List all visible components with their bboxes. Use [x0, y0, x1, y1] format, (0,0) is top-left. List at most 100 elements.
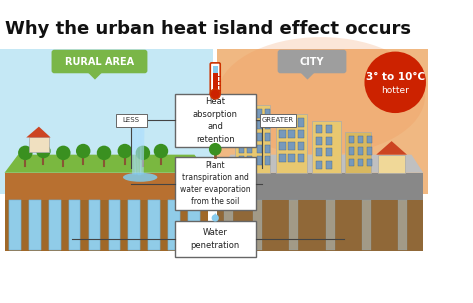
FancyBboxPatch shape: [289, 200, 298, 250]
FancyBboxPatch shape: [49, 200, 61, 250]
FancyBboxPatch shape: [5, 173, 208, 200]
Text: CITY: CITY: [300, 57, 324, 67]
FancyBboxPatch shape: [312, 121, 341, 173]
FancyBboxPatch shape: [235, 105, 270, 173]
Polygon shape: [26, 127, 51, 138]
FancyBboxPatch shape: [253, 200, 262, 250]
Circle shape: [210, 89, 220, 99]
FancyBboxPatch shape: [349, 159, 354, 166]
FancyBboxPatch shape: [217, 173, 423, 200]
Circle shape: [56, 146, 70, 160]
FancyBboxPatch shape: [239, 133, 244, 141]
FancyBboxPatch shape: [5, 200, 208, 251]
Circle shape: [76, 144, 90, 158]
FancyBboxPatch shape: [315, 148, 322, 156]
Polygon shape: [86, 71, 104, 80]
FancyBboxPatch shape: [247, 121, 252, 129]
FancyBboxPatch shape: [69, 200, 80, 250]
FancyBboxPatch shape: [168, 200, 180, 250]
FancyBboxPatch shape: [257, 109, 262, 118]
FancyBboxPatch shape: [257, 156, 262, 165]
FancyBboxPatch shape: [52, 50, 148, 73]
FancyBboxPatch shape: [265, 145, 271, 153]
FancyBboxPatch shape: [358, 148, 363, 155]
FancyBboxPatch shape: [0, 49, 212, 194]
FancyBboxPatch shape: [325, 125, 332, 133]
Text: Water
penetration: Water penetration: [191, 228, 240, 250]
FancyBboxPatch shape: [349, 148, 354, 155]
FancyBboxPatch shape: [108, 200, 120, 250]
Polygon shape: [5, 155, 208, 173]
Ellipse shape: [217, 37, 425, 155]
FancyBboxPatch shape: [257, 133, 262, 141]
FancyBboxPatch shape: [298, 154, 304, 162]
Ellipse shape: [123, 173, 158, 182]
FancyBboxPatch shape: [367, 148, 372, 155]
FancyBboxPatch shape: [289, 130, 295, 138]
FancyBboxPatch shape: [108, 200, 120, 250]
FancyBboxPatch shape: [69, 200, 80, 250]
FancyBboxPatch shape: [260, 114, 296, 127]
FancyBboxPatch shape: [298, 118, 304, 127]
FancyBboxPatch shape: [278, 50, 346, 73]
FancyBboxPatch shape: [325, 161, 332, 169]
FancyBboxPatch shape: [116, 114, 147, 127]
FancyBboxPatch shape: [247, 145, 252, 153]
FancyBboxPatch shape: [280, 118, 286, 127]
FancyBboxPatch shape: [367, 159, 372, 166]
FancyBboxPatch shape: [280, 154, 286, 162]
FancyBboxPatch shape: [88, 200, 100, 250]
FancyBboxPatch shape: [378, 155, 405, 173]
Text: Why the urban heat island effect occurs: Why the urban heat island effect occurs: [5, 20, 412, 38]
FancyBboxPatch shape: [398, 200, 407, 250]
FancyBboxPatch shape: [217, 200, 423, 251]
Text: Heat
absorption
and
retention: Heat absorption and retention: [193, 97, 238, 144]
Polygon shape: [298, 71, 316, 80]
FancyBboxPatch shape: [168, 200, 180, 250]
FancyBboxPatch shape: [9, 200, 21, 250]
FancyBboxPatch shape: [29, 138, 49, 152]
Polygon shape: [376, 141, 407, 155]
Circle shape: [18, 146, 33, 160]
FancyBboxPatch shape: [175, 94, 256, 147]
FancyBboxPatch shape: [315, 137, 322, 145]
Text: RURAL AREA: RURAL AREA: [65, 57, 134, 67]
FancyBboxPatch shape: [188, 200, 200, 250]
FancyBboxPatch shape: [358, 136, 363, 143]
Polygon shape: [211, 214, 219, 221]
Text: LESS: LESS: [123, 117, 140, 123]
Circle shape: [154, 144, 168, 158]
FancyBboxPatch shape: [129, 200, 140, 250]
Circle shape: [365, 52, 426, 113]
Text: Plant
transpiration and
water evaporation
from the soil: Plant transpiration and water evaporatio…: [180, 161, 251, 206]
Text: hotter: hotter: [381, 86, 409, 95]
FancyBboxPatch shape: [88, 200, 100, 250]
FancyBboxPatch shape: [325, 148, 332, 156]
FancyBboxPatch shape: [280, 130, 286, 138]
Polygon shape: [213, 212, 217, 218]
FancyBboxPatch shape: [129, 200, 140, 250]
Circle shape: [118, 144, 132, 158]
Text: 3° to 10°C: 3° to 10°C: [366, 72, 425, 82]
FancyBboxPatch shape: [239, 145, 244, 153]
FancyBboxPatch shape: [247, 156, 252, 165]
FancyBboxPatch shape: [276, 114, 307, 173]
FancyBboxPatch shape: [239, 156, 244, 165]
FancyBboxPatch shape: [239, 121, 244, 129]
Circle shape: [36, 144, 51, 158]
FancyBboxPatch shape: [149, 200, 160, 250]
FancyBboxPatch shape: [280, 142, 286, 150]
FancyBboxPatch shape: [289, 142, 295, 150]
Circle shape: [97, 146, 111, 160]
FancyBboxPatch shape: [298, 130, 304, 138]
FancyBboxPatch shape: [367, 136, 372, 143]
FancyBboxPatch shape: [265, 133, 271, 141]
FancyBboxPatch shape: [362, 200, 371, 250]
FancyBboxPatch shape: [247, 109, 252, 118]
FancyBboxPatch shape: [9, 200, 21, 250]
FancyBboxPatch shape: [239, 109, 244, 118]
Text: GREATER: GREATER: [262, 117, 294, 123]
FancyBboxPatch shape: [247, 133, 252, 141]
FancyBboxPatch shape: [213, 73, 218, 92]
FancyBboxPatch shape: [217, 49, 428, 194]
